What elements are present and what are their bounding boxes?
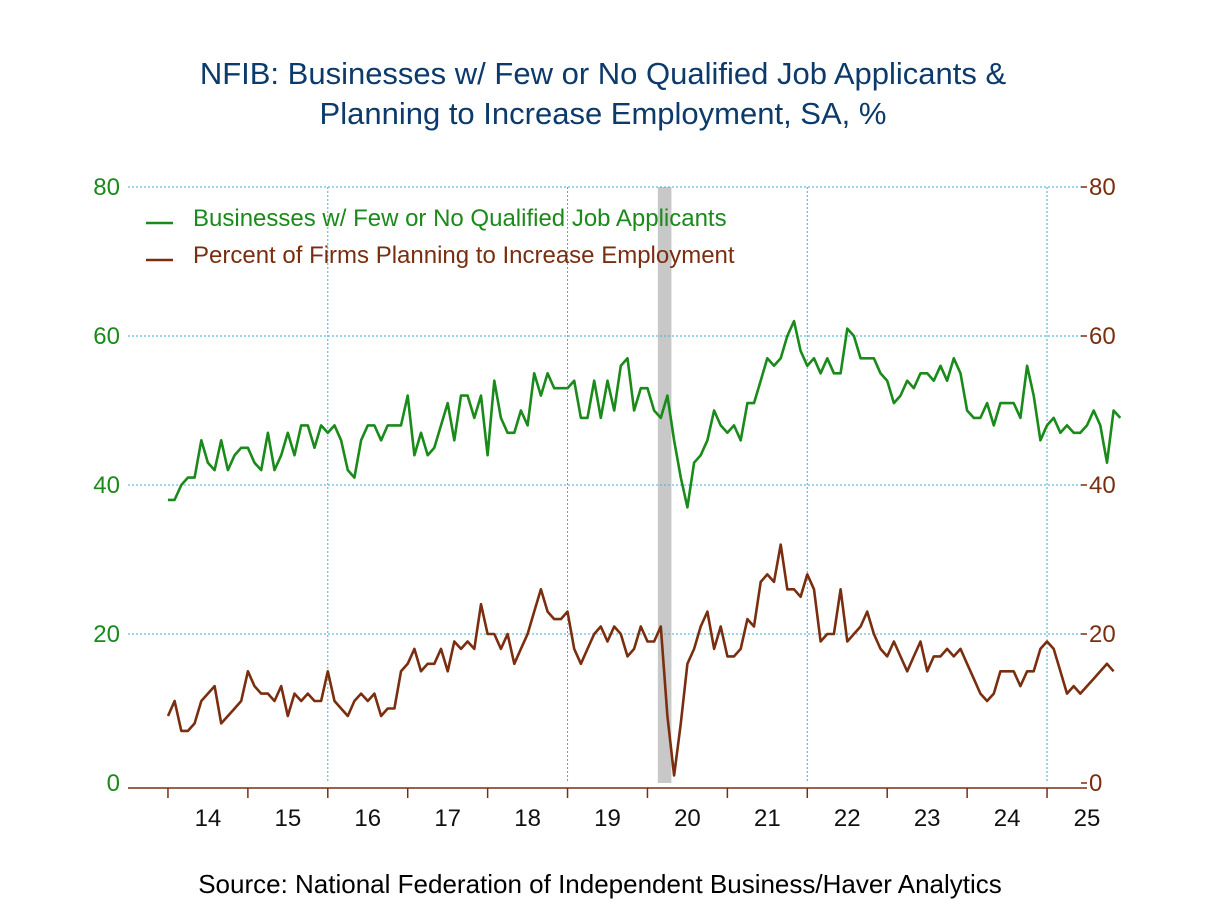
x-tick-label: 23 — [914, 805, 941, 832]
series-line-1 — [166, 543, 1115, 777]
chart-title-line-1: NFIB: Businesses w/ Few or No Qualified … — [200, 56, 1007, 91]
y-right-tick-label: 20 — [1089, 621, 1116, 648]
x-tick-label: 15 — [274, 805, 301, 832]
x-tick-label: 19 — [594, 805, 621, 832]
legend: Businesses w/ Few or No Qualified Job Ap… — [146, 205, 735, 269]
x-tick-label: 14 — [195, 805, 222, 832]
x-tick-label: 24 — [994, 805, 1021, 832]
chart-title-line-2: Planning to Increase Employment, SA, % — [320, 96, 887, 131]
legend-label-1: Percent of Firms Planning to Increase Em… — [193, 242, 735, 269]
x-tick-label: 17 — [434, 805, 461, 832]
axis-layer: 14 15 16 17 18 19 20 21 22 23 24 25 0 20 40 60 80 0 20 40 60… — [93, 174, 1115, 832]
x-tick-label: 21 — [754, 805, 781, 832]
y-left-tick-label: 60 — [93, 323, 120, 350]
series-line-0 — [168, 319, 1122, 509]
grid-layer — [128, 186, 1087, 783]
y-right-tick-label: 60 — [1089, 323, 1116, 350]
y-left-tick-label: 40 — [93, 472, 120, 499]
series-layer — [166, 319, 1122, 777]
source-note: Source: National Federation of Independe… — [198, 869, 1002, 899]
x-tick-label: 20 — [674, 805, 701, 832]
y-right-tick-label: 80 — [1089, 174, 1116, 201]
legend-label-0: Businesses w/ Few or No Qualified Job Ap… — [193, 205, 727, 232]
y-right-tick-label: 0 — [1089, 770, 1102, 797]
y-right-tick-label: 40 — [1089, 472, 1116, 499]
x-tick-label: 22 — [834, 805, 861, 832]
y-left-tick-label: 80 — [93, 174, 120, 201]
x-tick-label: 25 — [1074, 805, 1101, 832]
y-left-tick-label: 20 — [93, 621, 120, 648]
x-tick-label: 18 — [514, 805, 541, 832]
x-tick-label: 16 — [354, 805, 381, 832]
y-left-tick-label: 0 — [107, 770, 120, 797]
